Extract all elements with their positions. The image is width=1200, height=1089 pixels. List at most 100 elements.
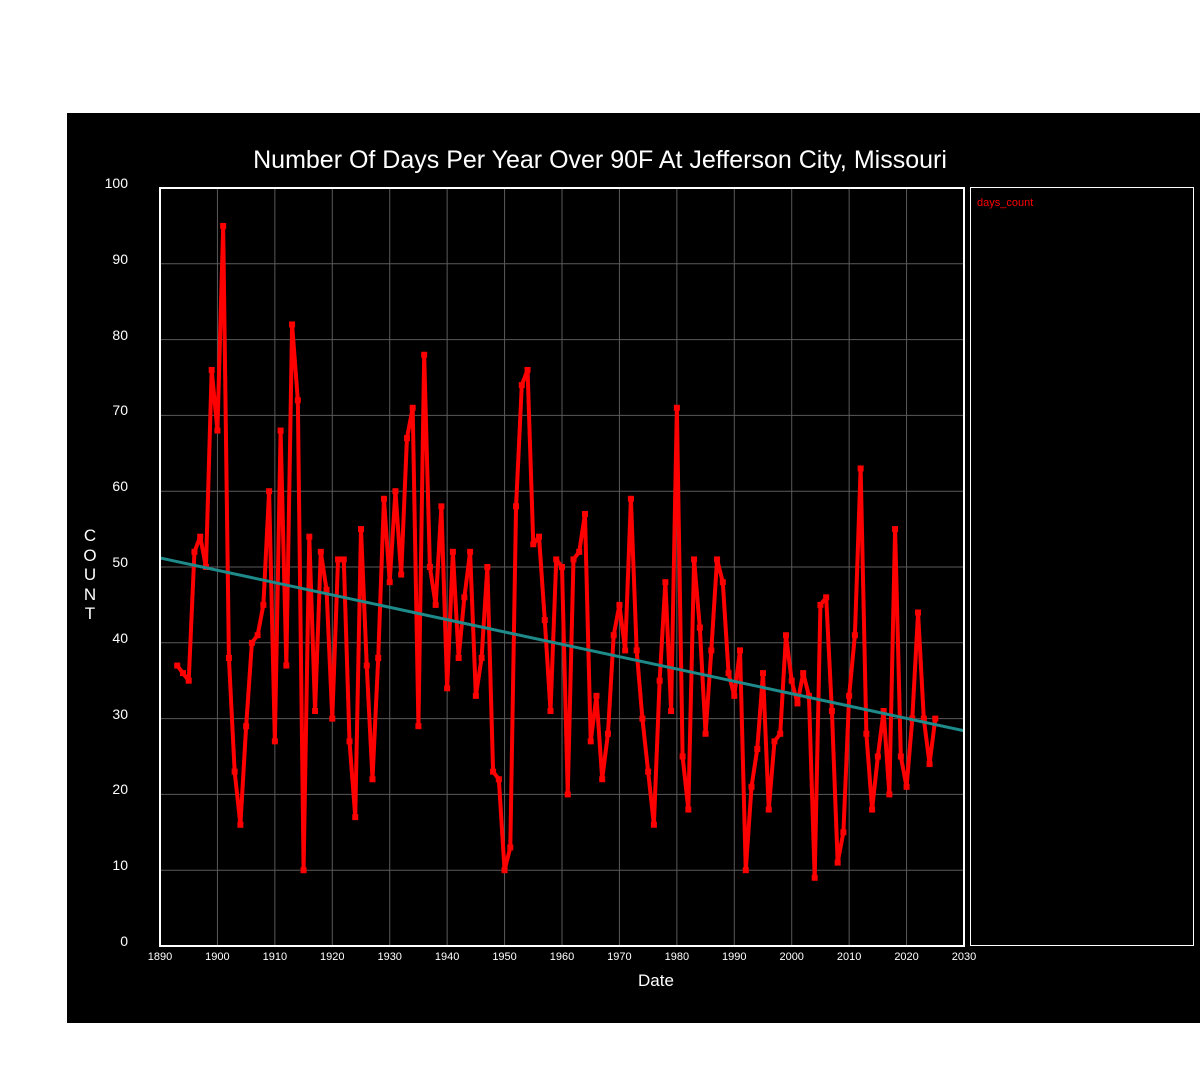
- data-point: [197, 533, 204, 540]
- data-point: [375, 654, 382, 661]
- data-point: [536, 533, 543, 540]
- data-point: [392, 488, 399, 495]
- data-point: [283, 662, 290, 669]
- data-point: [765, 806, 772, 813]
- data-point: [828, 708, 835, 715]
- y-tick-label: 60: [112, 478, 128, 495]
- data-point: [409, 404, 416, 411]
- data-point: [851, 632, 858, 639]
- data-point: [495, 776, 502, 783]
- data-point: [656, 677, 663, 684]
- data-point: [897, 753, 904, 760]
- x-tick-label: 2000: [779, 951, 804, 963]
- data-point: [731, 692, 738, 699]
- data-point: [501, 867, 508, 874]
- data-point: [426, 564, 433, 570]
- data-point: [444, 685, 451, 692]
- data-point: [725, 670, 732, 677]
- data-point: [800, 670, 807, 677]
- data-point: [472, 692, 479, 699]
- legend-entry-days-count: days_count: [977, 197, 1034, 209]
- data-point: [622, 647, 629, 654]
- data-point: [662, 579, 669, 586]
- data-point: [254, 632, 261, 639]
- data-point: [817, 601, 824, 608]
- data-point: [834, 859, 841, 866]
- data-point: [438, 503, 445, 510]
- data-point: [185, 677, 192, 684]
- data-point: [915, 609, 922, 616]
- data-point: [386, 579, 393, 586]
- data-point: [524, 366, 531, 373]
- x-tick-label: 1920: [320, 951, 345, 963]
- data-point: [306, 533, 313, 540]
- x-tick-label: 1960: [549, 951, 575, 963]
- data-point: [679, 753, 686, 760]
- data-point: [225, 654, 232, 661]
- data-point: [358, 526, 364, 533]
- data-point: [754, 745, 761, 752]
- data-point: [742, 867, 749, 874]
- data-point: [650, 821, 657, 828]
- data-point: [553, 556, 560, 563]
- x-tick-label: 1990: [722, 951, 747, 963]
- data-point: [645, 768, 652, 775]
- data-point: [467, 548, 474, 555]
- data-point: [461, 594, 468, 601]
- data-point: [329, 715, 336, 722]
- y-tick-label: 80: [112, 326, 128, 343]
- x-tick-label: 1910: [262, 951, 288, 963]
- y-tick-label: 10: [112, 857, 128, 874]
- data-point: [903, 783, 910, 790]
- y-tick-label: 100: [104, 175, 128, 191]
- data-point: [564, 791, 571, 798]
- data-point: [340, 556, 347, 563]
- data-point: [811, 874, 818, 881]
- x-tick-label: 2020: [894, 951, 919, 963]
- data-point: [708, 647, 715, 654]
- data-point: [874, 753, 881, 760]
- data-point: [760, 670, 766, 677]
- data-point: [547, 708, 554, 715]
- data-point: [449, 548, 456, 555]
- y-tick-label: 0: [120, 933, 128, 949]
- data-point: [380, 495, 387, 502]
- data-point: [294, 397, 301, 404]
- data-point: [277, 427, 284, 434]
- data-point: [174, 662, 181, 669]
- y-axis-label: COUNT: [83, 526, 97, 623]
- data-point: [490, 768, 497, 775]
- data-point: [352, 814, 359, 821]
- data-point: [243, 723, 250, 730]
- data-point: [737, 647, 744, 654]
- data-point: [191, 548, 198, 555]
- data-point: [559, 564, 565, 570]
- data-point: [926, 761, 933, 768]
- data-point: [208, 366, 215, 373]
- data-point: [846, 692, 853, 699]
- data-point: [518, 382, 525, 389]
- data-point: [323, 586, 330, 593]
- x-tick-label: 1900: [205, 951, 230, 963]
- x-tick-label: 1890: [147, 951, 173, 963]
- y-tick-label: 90: [112, 250, 128, 267]
- data-point: [576, 548, 583, 555]
- data-point: [920, 715, 927, 722]
- data-point: [627, 495, 634, 502]
- data-point: [266, 488, 273, 495]
- data-point: [880, 708, 887, 715]
- data-point: [691, 556, 698, 563]
- data-point: [231, 768, 238, 775]
- data-point: [260, 601, 267, 608]
- data-point: [777, 730, 784, 737]
- data-point: [668, 708, 675, 715]
- data-point: [581, 510, 588, 517]
- chart-title: Number Of Days Per Year Over 90F At Jeff…: [253, 146, 947, 174]
- data-point: [421, 351, 428, 358]
- x-tick-label: 1970: [607, 951, 632, 963]
- series-layer: [159, 222, 965, 881]
- x-axis-label: Date: [638, 971, 674, 990]
- data-point: [484, 564, 491, 570]
- y-tick-label: 70: [112, 402, 128, 419]
